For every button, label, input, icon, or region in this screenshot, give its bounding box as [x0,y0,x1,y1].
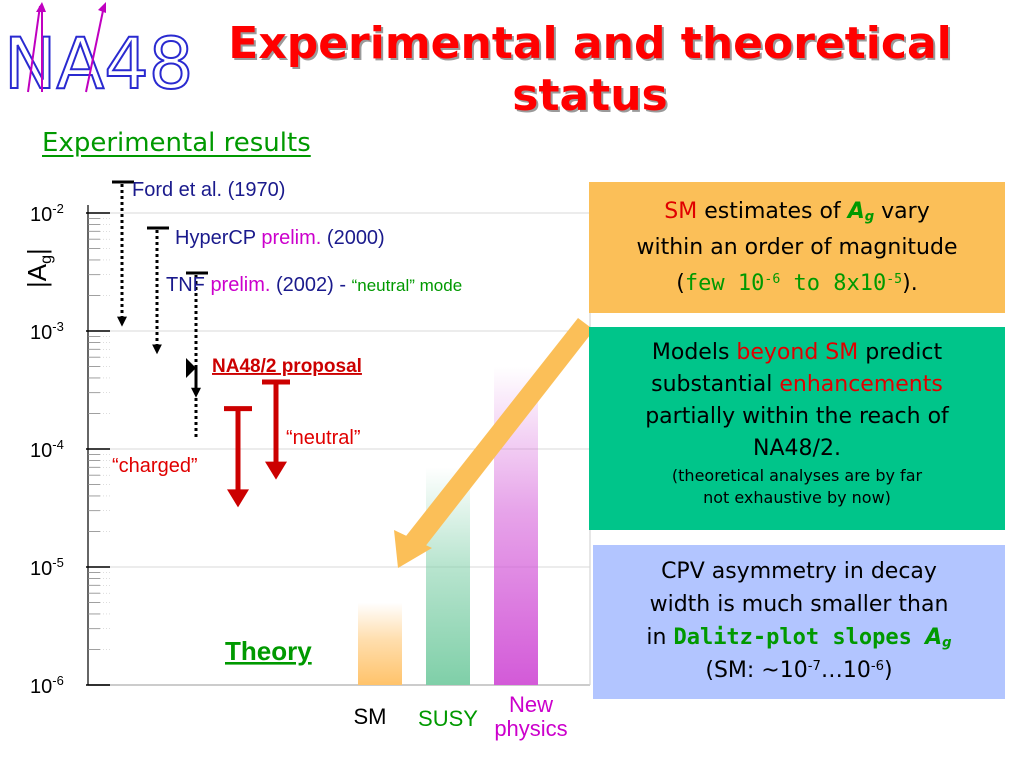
title-line-2: status [512,70,668,121]
y-axis-label: |Ag| [22,248,55,288]
title-line-1: Experimental and theoretical [228,18,952,69]
sensitivity-label: “charged” [112,455,198,477]
ag-symbol: Ag [847,199,875,225]
na48-proposal-label: NA48/2 proposal [212,356,362,377]
estimates-text: estimates of [697,199,848,224]
sensitivity-arrowhead [227,489,249,508]
sm-cpv-range: (SM: ~10-7…10-6) [705,658,893,683]
x-category-label: SUSY [418,706,478,731]
x-category-label: New [509,692,553,717]
upper-limit-label: TNF prelim. (2002) - “neutral” mode [166,274,462,296]
range-text: few 10-6 to 8x10-5 [684,271,903,296]
y-tick-label: 10-2 [30,201,64,226]
upper-limit-label: HyperCP prelim. (2000) [175,227,385,249]
sensitivity-label: “neutral” [286,427,360,449]
theory-bar-1 [358,602,402,685]
models-beyond-sm-box: Models beyond SM predict substantial enh… [589,327,1005,530]
experimental-results-heading: Experimental results [42,128,311,158]
dalitz-slopes-text: Dalitz-plot slopes Ag [673,625,952,651]
y-tick-label: 10-3 [30,319,64,344]
order-of-magnitude-text: within an order of magnitude [636,235,958,260]
x-category-label: SM [354,704,387,729]
proposal-pointer-icon [186,358,196,378]
sm-text: SM [664,199,698,224]
y-tick-label: 10-4 [30,437,64,462]
sm-pointer-arrow [394,318,594,568]
upper-limit-label: Ford et al. (1970) [132,179,285,201]
na48-logo-icon: NA48 [3,2,194,106]
y-tick-label: 10-6 [30,673,64,698]
slide-title: Experimental and theoretical status [150,18,1024,122]
cpv-asymmetry-box: CPV asymmetry in decay width is much sma… [593,545,1005,699]
theoretical-note-line2: not exhaustive by now) [703,488,891,507]
enhancements-text: enhancements [779,372,943,397]
y-tick-label: 10-5 [30,555,64,580]
sm-estimates-box: SM estimates of Ag vary within an order … [589,182,1005,313]
beyond-sm-text: beyond SM [736,340,859,365]
svg-text:|Ag|: |Ag| [22,248,55,288]
theory-label: Theory [225,636,312,666]
theoretical-note-line1: (theoretical analyses are by far [671,466,923,485]
x-category-label-2: physics [494,716,567,741]
sensitivity-arrowhead [265,461,287,480]
vary-text: vary [874,199,930,224]
